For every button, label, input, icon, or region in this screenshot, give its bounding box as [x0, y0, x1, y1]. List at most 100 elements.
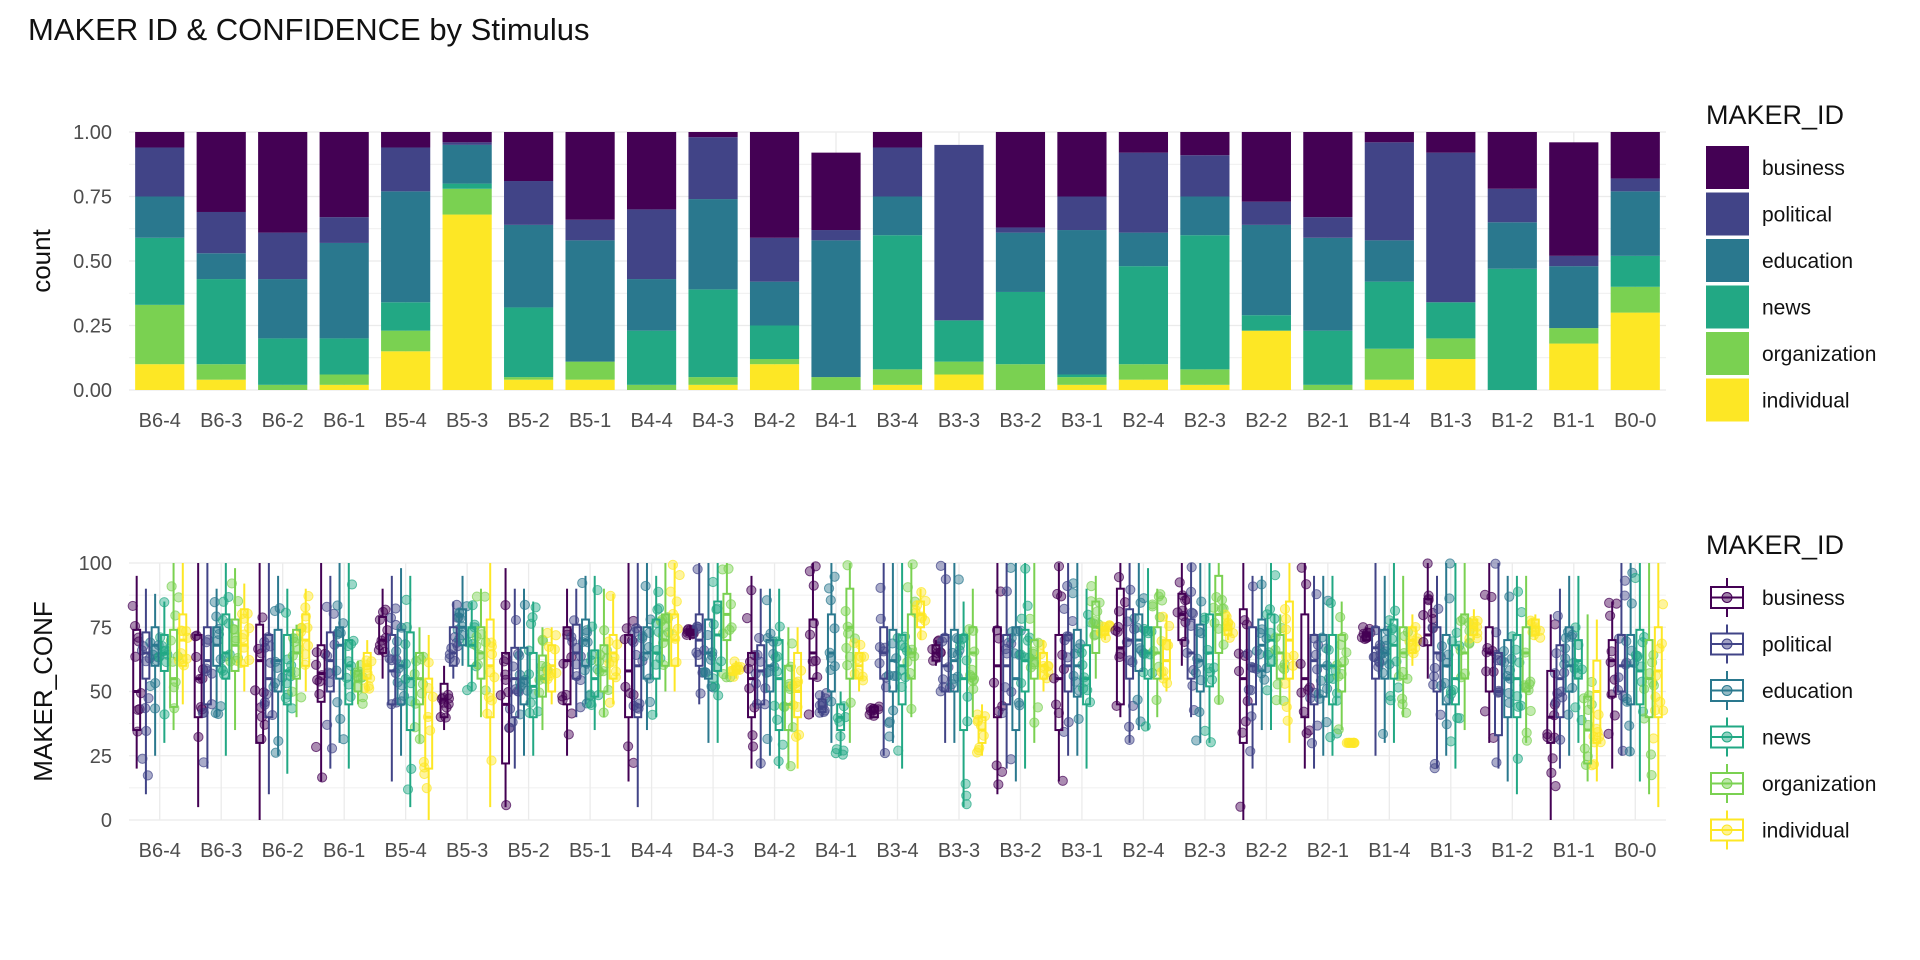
point-news: [1630, 572, 1641, 584]
box-iqr: [992, 626, 1002, 719]
x-tick-label: B4-1: [815, 840, 857, 862]
box-b5-2-organization: [537, 627, 547, 731]
point-political: [1000, 682, 1011, 693]
bar-b6-2-education: [258, 279, 308, 339]
point-political: [750, 678, 762, 689]
bar-b3-3-individual: [934, 374, 984, 390]
box-b3-1-business: [1054, 563, 1064, 782]
bar-b3-1-business: [1057, 132, 1107, 197]
box-b3-4-news: [897, 563, 907, 769]
box-b2-2-individual: [1284, 563, 1294, 743]
x-tick-label: B2-4: [1122, 410, 1164, 432]
x-tick-label: B6-1: [323, 840, 365, 862]
bar-b2-2-business: [1241, 132, 1291, 202]
x-tick-label: B4-4: [630, 410, 672, 432]
x-tick-label: B6-2: [262, 840, 304, 862]
box-iqr: [1125, 608, 1135, 680]
point-organization: [907, 559, 918, 570]
bar-b2-1-education: [1303, 237, 1353, 331]
box-b1-4-news: [1389, 563, 1399, 743]
legend-swatch: [1706, 332, 1749, 375]
x-tick-label: B2-2: [1245, 410, 1287, 432]
box-b3-3-news: [959, 601, 969, 808]
point-political: [695, 688, 706, 699]
box-iqr: [1177, 592, 1187, 642]
box-b5-3-education: [458, 575, 467, 666]
point-individual: [1657, 705, 1669, 716]
bar-b6-2-business: [258, 132, 308, 233]
point-education: [1315, 675, 1327, 686]
point-organization: [166, 581, 177, 592]
box-b0-0-news: [1635, 563, 1645, 782]
box-b2-4-education: [1134, 563, 1144, 731]
box-b6-3-individual: [239, 583, 249, 692]
box-b4-4-individual: [670, 563, 680, 692]
legend-item-education: education: [1710, 671, 1853, 710]
point-business: [1053, 707, 1064, 719]
point-business: [1233, 648, 1244, 659]
bar-b1-3-news: [1426, 302, 1476, 339]
x-tick-label: B1-2: [1491, 410, 1533, 432]
point-business: [1547, 753, 1558, 764]
box-b1-1-education: [1564, 575, 1574, 756]
point-business: [628, 757, 639, 768]
point-business: [1113, 606, 1125, 617]
point-political: [1491, 757, 1502, 768]
x-tick-label: B4-3: [692, 840, 734, 862]
legend-swatch: [1706, 285, 1749, 329]
box-iqr: [1186, 618, 1196, 680]
point-individual: [1657, 599, 1669, 610]
point-education: [1138, 593, 1149, 604]
x-tick-label: B6-4: [139, 840, 181, 862]
box-b3-3-political: [940, 563, 950, 743]
x-tick-label: B0-0: [1614, 410, 1656, 432]
box-b5-3-business: [439, 665, 449, 731]
box-b2-4-news: [1143, 568, 1153, 731]
box-iqr: [906, 613, 916, 680]
point-organization: [902, 582, 913, 593]
legend-item-organization: organization: [1710, 764, 1876, 803]
bar-b2-4-individual: [1118, 379, 1169, 390]
x-tick-label: B5-2: [507, 410, 549, 432]
bar-b5-3-news: [442, 183, 492, 189]
bar-b1-4-education: [1364, 240, 1414, 282]
point-individual: [916, 630, 928, 641]
box-b5-2-business: [501, 568, 511, 808]
box-iqr: [722, 592, 732, 642]
box-iqr: [1002, 633, 1012, 706]
box-b6-4-organization: [169, 563, 179, 731]
box-b5-1-individual: [608, 593, 618, 705]
box-b1-3-education: [1441, 563, 1451, 756]
point-news: [1325, 597, 1336, 609]
box-b6-2-education: [273, 575, 283, 756]
box-b2-2-organization: [1275, 614, 1285, 705]
x-tick-label: B2-4: [1122, 840, 1164, 862]
x-tick-label: B1-4: [1368, 410, 1410, 432]
bar-b3-3-news: [934, 320, 984, 362]
legend-point: [1721, 685, 1733, 696]
box-iqr: [774, 639, 784, 732]
box-iqr: [1512, 633, 1522, 719]
point-individual: [418, 756, 429, 768]
bar-b6-4-political: [135, 147, 185, 197]
boxes: [132, 563, 1663, 820]
point-individual: [674, 569, 685, 581]
box-iqr: [897, 633, 907, 706]
box-iqr: [264, 633, 274, 719]
point-news: [1205, 737, 1216, 748]
box-b6-1-political: [325, 575, 335, 769]
bar-b3-1-organization: [1057, 377, 1107, 385]
point-individual: [790, 731, 802, 742]
bar-b3-4-political: [872, 147, 923, 197]
box-iqr: [547, 644, 557, 693]
box-iqr: [747, 651, 756, 719]
box-iqr: [633, 626, 643, 719]
point-news: [771, 666, 783, 677]
point-individual: [244, 654, 255, 666]
bar-b4-3-individual: [688, 384, 738, 390]
point-individual: [1279, 603, 1291, 615]
box-b1-4-political: [1371, 563, 1380, 756]
point-political: [1067, 615, 1078, 627]
bar-b3-3-political: [934, 144, 984, 321]
x-tick-label: B1-3: [1430, 840, 1472, 862]
